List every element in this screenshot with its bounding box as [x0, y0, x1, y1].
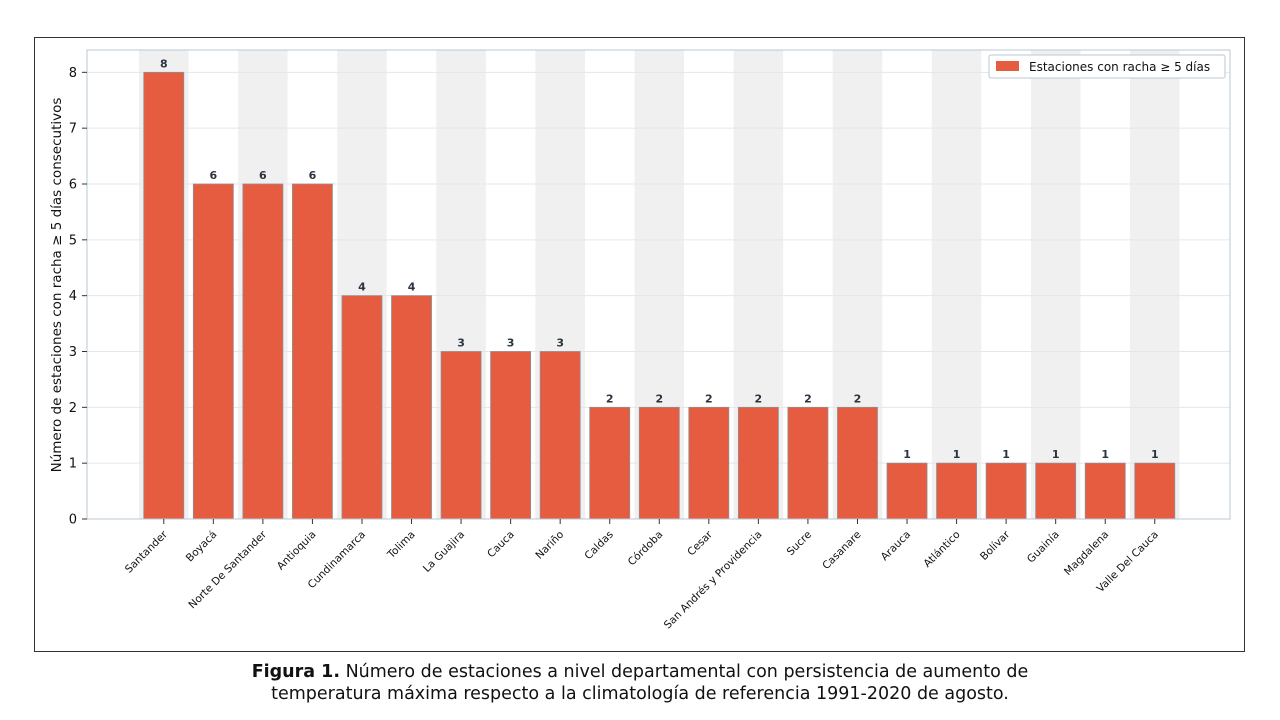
- data-label: 1: [953, 448, 961, 461]
- x-tick-label: Santander: [123, 528, 170, 575]
- bar: [1084, 462, 1126, 520]
- x-tick-label: San Andrés y Providencia: [662, 529, 765, 632]
- bar: [936, 462, 977, 520]
- data-label: 1: [1151, 448, 1159, 461]
- x-tick-label: Cesar: [685, 528, 715, 558]
- data-label: 4: [408, 281, 416, 294]
- y-tick-label: 1: [69, 457, 77, 472]
- legend-swatch: [996, 61, 1019, 71]
- x-tick-label: Córdoba: [626, 529, 666, 569]
- x-tick-label: Sucre: [785, 529, 814, 558]
- bar: [391, 295, 432, 520]
- data-label: 6: [309, 169, 317, 182]
- bar: [589, 406, 631, 520]
- bar: [638, 406, 680, 520]
- x-tick-label: Arauca: [879, 529, 914, 564]
- data-label: 2: [755, 392, 763, 405]
- caption-line-1: Número de estaciones a nivel departament…: [340, 662, 1029, 682]
- bar: [490, 351, 532, 520]
- legend-label: Estaciones con racha ≥ 5 días: [1029, 60, 1210, 74]
- y-axis: 0 1 2 3 4 5 6 7 8: [69, 66, 87, 528]
- y-tick-label: 6: [69, 178, 77, 193]
- legend: Estaciones con racha ≥ 5 días: [988, 54, 1226, 79]
- data-label: 3: [507, 337, 515, 350]
- plot-border: [86, 49, 1231, 520]
- data-label: 8: [160, 57, 168, 70]
- caption-line-2: temperatura máxima respecto a la climato…: [271, 684, 1009, 704]
- x-tick-label: Caldas: [582, 529, 615, 562]
- bar: [737, 406, 779, 520]
- data-label: 6: [259, 169, 267, 182]
- data-label: 6: [209, 169, 217, 182]
- x-tick-label: Casanare: [820, 529, 863, 572]
- x-tick-label: Tolima: [385, 529, 418, 562]
- x-tick-label: Bolívar: [978, 528, 1013, 563]
- y-tick-label: 3: [69, 345, 77, 360]
- legend-box: [988, 54, 1226, 79]
- bar: [1035, 462, 1077, 520]
- y-tick-label: 0: [69, 513, 77, 528]
- data-label: 2: [804, 392, 812, 405]
- bars: [143, 71, 1176, 520]
- bar: [886, 462, 928, 520]
- data-label: 1: [903, 448, 911, 461]
- x-tick-label: Nariño: [533, 529, 566, 562]
- bar: [192, 183, 234, 520]
- x-tick-label: Boyacá: [184, 529, 220, 565]
- bar: [143, 71, 185, 520]
- x-tick-label: Cauca: [485, 529, 517, 561]
- bar: [985, 462, 1027, 520]
- y-tick-label: 5: [69, 233, 77, 248]
- data-labels: 8 6 6 6 4 4 3 3 3 2 2 2 2 2 2 1 1 1 1 1 1: [160, 57, 1159, 461]
- data-label: 1: [1052, 448, 1060, 461]
- data-label: 1: [1002, 448, 1010, 461]
- bar: [1134, 462, 1176, 520]
- bar: [341, 295, 383, 520]
- figure-caption: Figura 1. Número de estaciones a nivel d…: [0, 661, 1280, 705]
- x-tick-label: Antioquia: [275, 529, 319, 573]
- data-label: 2: [655, 392, 663, 405]
- bar: [292, 183, 333, 520]
- y-axis-label: Número de estaciones con racha ≥ 5 días …: [49, 98, 65, 473]
- bar-chart: 8 6 6 6 4 4 3 3 3 2 2 2 2 2 2 1 1 1 1 1 1 0 1 2 3 4 5 6 7 8 Santande…: [49, 49, 1231, 631]
- y-tick-label: 4: [69, 289, 77, 304]
- bar: [837, 406, 878, 520]
- data-label: 2: [854, 392, 862, 405]
- caption-label: Figura 1.: [251, 662, 340, 682]
- y-tick-label: 7: [69, 122, 77, 137]
- bar: [440, 351, 482, 520]
- data-label: 3: [556, 337, 564, 350]
- data-label: 2: [705, 392, 713, 405]
- x-tick-label: La Guajira: [421, 529, 467, 575]
- y-tick-label: 8: [69, 66, 77, 81]
- data-label: 2: [606, 392, 614, 405]
- bar: [242, 183, 284, 520]
- bar: [539, 351, 581, 520]
- data-label: 1: [1101, 448, 1109, 461]
- bar: [787, 406, 829, 520]
- x-tick-label: Magdalena: [1062, 529, 1111, 578]
- x-tick-label: Guainía: [1025, 529, 1062, 566]
- data-label: 4: [358, 281, 366, 294]
- bar: [688, 406, 730, 520]
- data-label: 3: [457, 337, 465, 350]
- x-tick-label: Atlántico: [921, 529, 962, 570]
- y-tick-label: 2: [69, 401, 77, 416]
